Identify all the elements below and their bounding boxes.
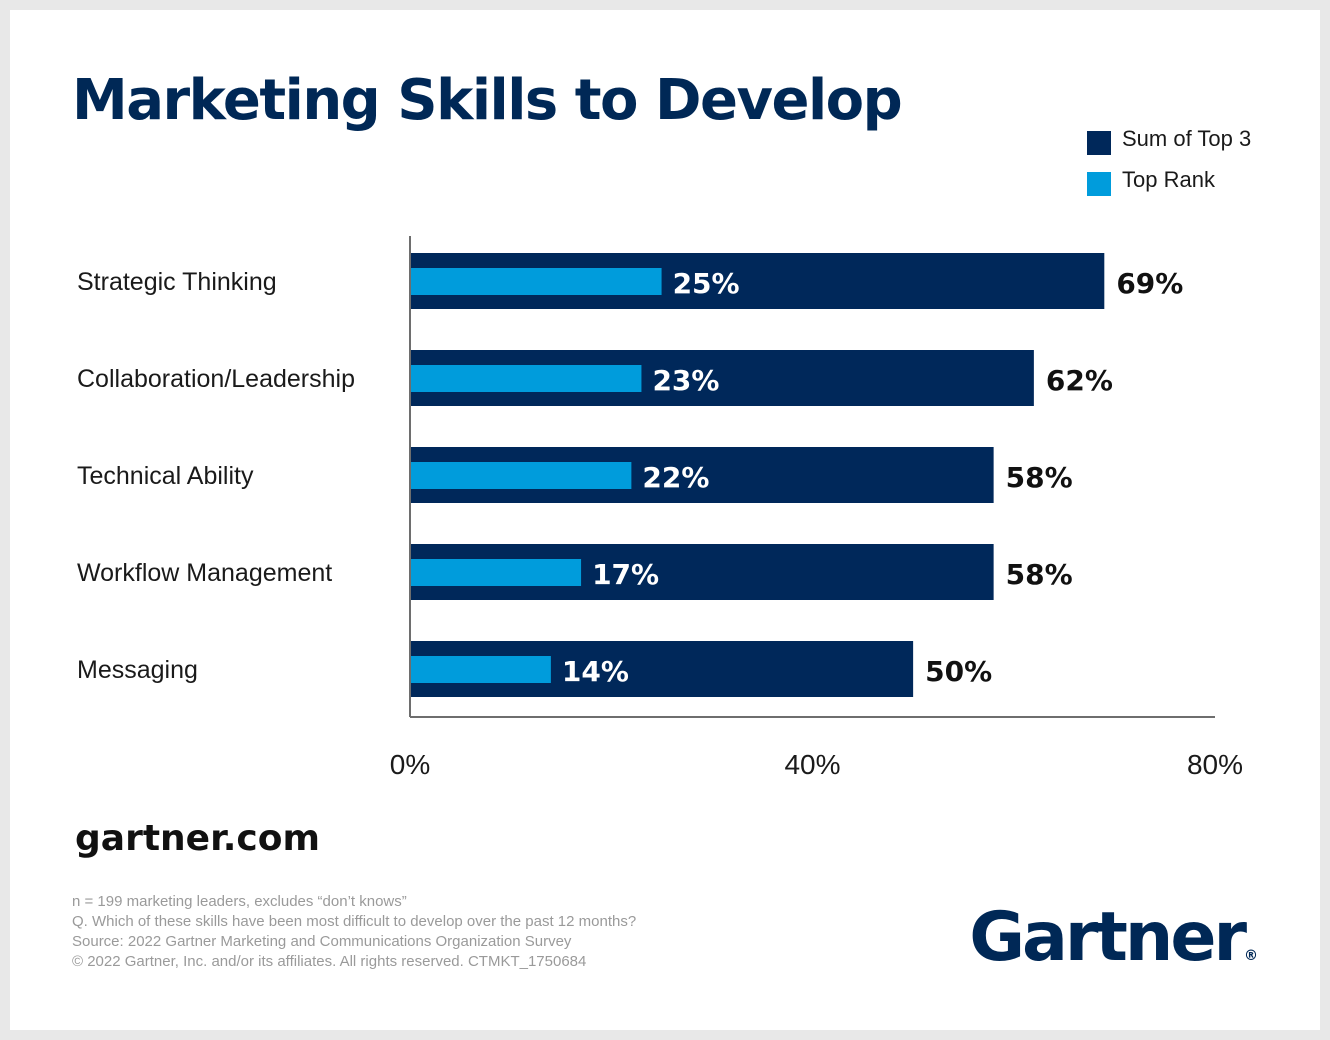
- legend-swatch-top-rank: [1087, 172, 1111, 196]
- footnotes: n = 199 marketing leaders, excludes “don…: [72, 892, 636, 972]
- footnote-question: Q. Which of these skills have been most …: [72, 913, 637, 930]
- legend-label-sum-of-top-3: Sum of Top 3: [1122, 126, 1252, 151]
- site-url[interactable]: gartner.com: [75, 818, 320, 859]
- data-label-top-rank: 17%: [592, 558, 659, 591]
- x-tick-label: 40%: [784, 749, 840, 780]
- legend-swatch-sum-of-top-3: [1087, 131, 1111, 155]
- data-label-sum-of-top-3: 58%: [1006, 558, 1073, 591]
- data-label-sum-of-top-3: 69%: [1116, 267, 1183, 300]
- gartner-logo: Gartner®: [969, 898, 1258, 977]
- x-tick-label: 0%: [390, 749, 430, 780]
- category-label: Technical Ability: [77, 462, 254, 490]
- bar-top-rank: [410, 268, 662, 295]
- footnote-sample: n = 199 marketing leaders, excludes “don…: [72, 893, 407, 910]
- category-label: Strategic Thinking: [77, 268, 277, 296]
- bar-chart: Strategic Thinking 69% 25% Collaboration/Le…: [77, 236, 1243, 780]
- gartner-logo-text: Gartner: [969, 898, 1247, 977]
- category-label: Collaboration/Leadership: [77, 365, 355, 393]
- x-tick-label: 80%: [1187, 749, 1243, 780]
- registered-mark: ®: [1244, 948, 1258, 964]
- data-label-top-rank: 14%: [562, 655, 629, 688]
- infographic-card: Marketing Skills to Develop Sum of Top 3…: [10, 10, 1320, 1030]
- bar-top-rank: [410, 559, 582, 586]
- data-label-top-rank: 23%: [652, 364, 719, 397]
- chart-title: Marketing Skills to Develop: [72, 68, 903, 133]
- legend-label-top-rank: Top Rank: [1122, 167, 1215, 192]
- bar-top-rank: [410, 462, 632, 489]
- data-label-top-rank: 25%: [673, 267, 740, 300]
- category-label: Messaging: [77, 656, 198, 684]
- footnote-source: Source: 2022 Gartner Marketing and Commu…: [72, 933, 572, 950]
- bar-top-rank: [410, 365, 642, 392]
- category-label: Workflow Management: [77, 559, 332, 587]
- data-label-sum-of-top-3: 62%: [1046, 364, 1113, 397]
- footnote-copyright: © 2022 Gartner, Inc. and/or its affiliat…: [72, 953, 587, 970]
- data-label-sum-of-top-3: 58%: [1006, 461, 1073, 494]
- data-label-sum-of-top-3: 50%: [925, 655, 992, 688]
- data-label-top-rank: 22%: [642, 461, 709, 494]
- bar-top-rank: [410, 656, 551, 683]
